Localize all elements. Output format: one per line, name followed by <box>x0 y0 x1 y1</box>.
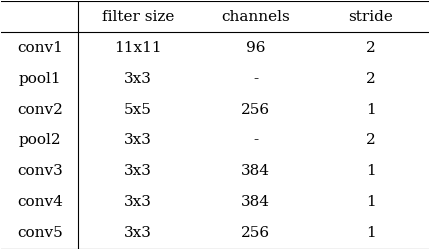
Text: 1: 1 <box>366 102 376 117</box>
Text: 3x3: 3x3 <box>124 164 152 178</box>
Text: pool1: pool1 <box>18 72 61 86</box>
Text: conv4: conv4 <box>17 195 63 209</box>
Text: 2: 2 <box>366 72 376 86</box>
Text: conv5: conv5 <box>17 226 63 240</box>
Text: 2: 2 <box>366 134 376 147</box>
Text: 3x3: 3x3 <box>124 72 152 86</box>
Text: 1: 1 <box>366 164 376 178</box>
Text: conv3: conv3 <box>17 164 63 178</box>
Text: 1: 1 <box>366 195 376 209</box>
Text: conv2: conv2 <box>17 102 63 117</box>
Text: 3x3: 3x3 <box>124 134 152 147</box>
Text: channels: channels <box>221 10 290 24</box>
Text: 3x3: 3x3 <box>124 195 152 209</box>
Text: 5x5: 5x5 <box>124 102 152 117</box>
Text: 384: 384 <box>241 164 270 178</box>
Text: 2: 2 <box>366 41 376 55</box>
Text: 96: 96 <box>246 41 265 55</box>
Text: 256: 256 <box>241 226 270 240</box>
Text: 384: 384 <box>241 195 270 209</box>
Text: -: - <box>253 134 258 147</box>
Text: stride: stride <box>348 10 393 24</box>
Text: 256: 256 <box>241 102 270 117</box>
Text: 3x3: 3x3 <box>124 226 152 240</box>
Text: -: - <box>253 72 258 86</box>
Text: conv1: conv1 <box>17 41 63 55</box>
Text: filter size: filter size <box>102 10 174 24</box>
Text: pool2: pool2 <box>18 134 61 147</box>
Text: 1: 1 <box>366 226 376 240</box>
Text: 11x11: 11x11 <box>114 41 162 55</box>
